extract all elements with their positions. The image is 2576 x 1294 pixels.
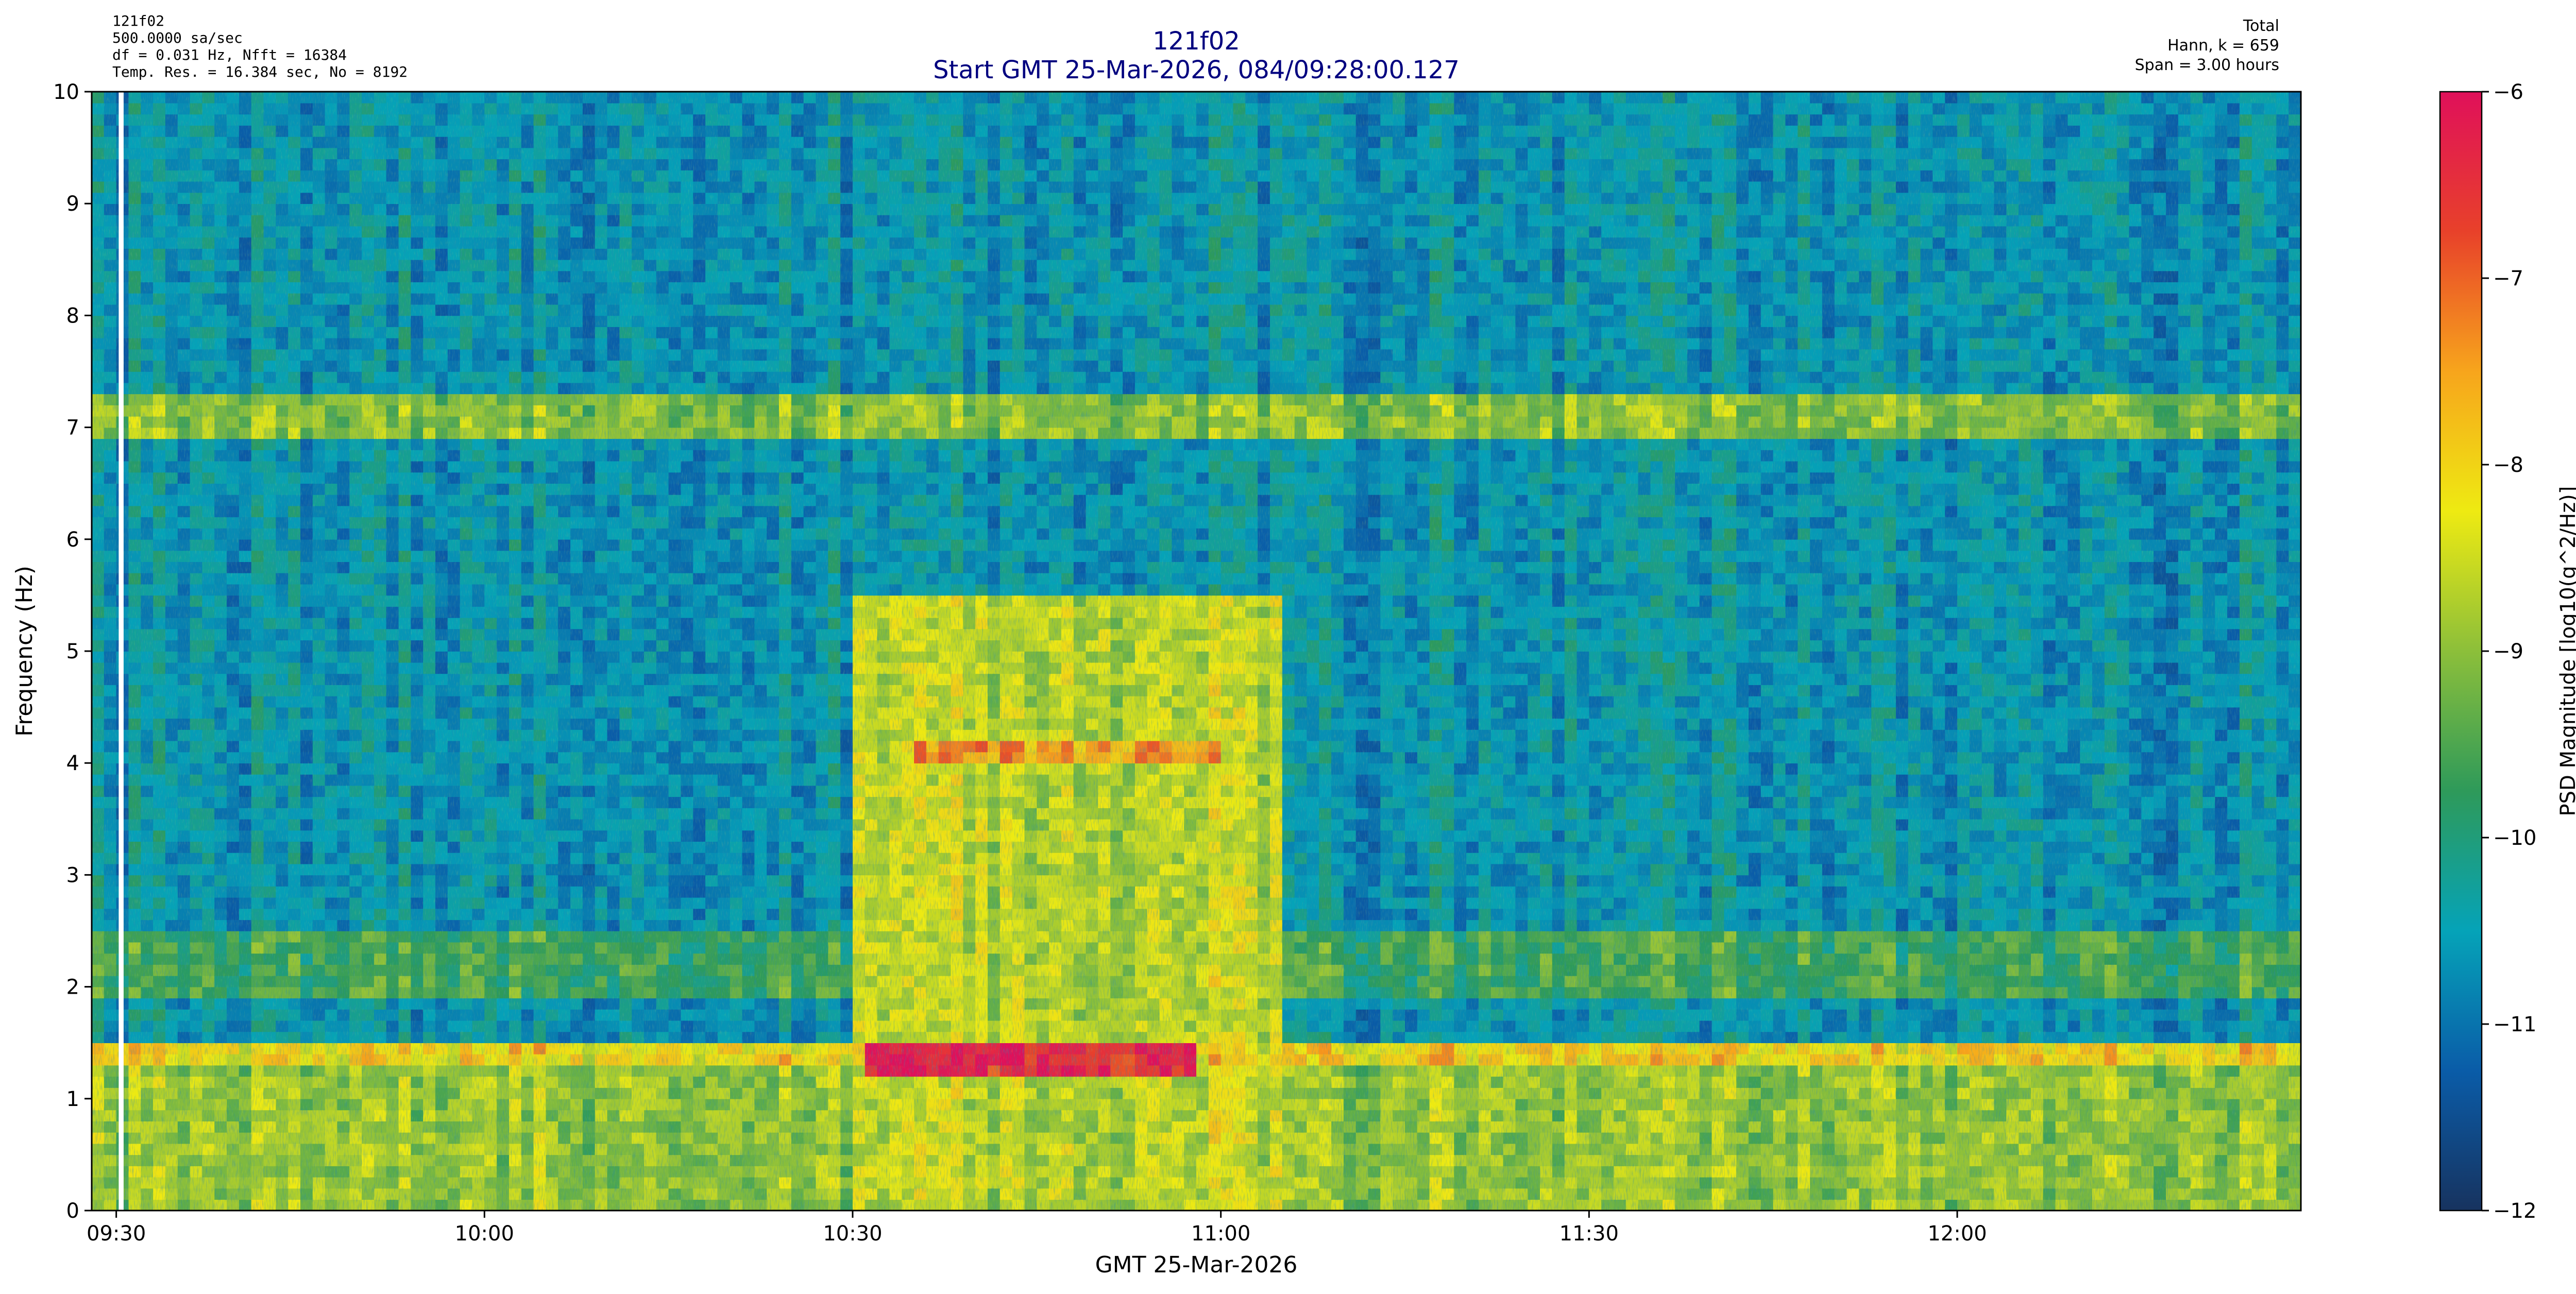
plot-area: [92, 92, 2301, 1211]
